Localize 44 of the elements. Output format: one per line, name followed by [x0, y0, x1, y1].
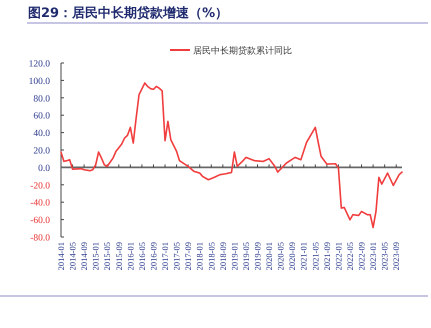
x-tick-label: 2019-01: [229, 242, 240, 270]
x-tick-label: 2015-05: [102, 242, 112, 270]
x-tick-label: 2021-01: [298, 242, 309, 270]
legend-label: 居民中长期贷款累计同比: [193, 46, 292, 56]
x-tick-label: 2014-05: [68, 242, 78, 270]
x-tick-label: 2023-05: [380, 242, 390, 270]
x-tick-label: 2016-01: [125, 242, 136, 270]
x-tick-label: 2015-09: [114, 242, 124, 270]
x-tick-label: 2022-05: [344, 242, 355, 270]
y-tick-label: 60.0: [33, 112, 50, 122]
x-tick-label: 2017-01: [160, 242, 170, 270]
x-tick-label: 2020-01: [264, 242, 274, 270]
y-tick-label: -40.0: [30, 198, 50, 209]
x-tick-label: 2020-09: [287, 242, 298, 270]
x-tick-label: 2021-09: [322, 242, 332, 270]
y-tick-label: 20.0: [33, 146, 50, 156]
y-tick-label: -80.0: [30, 234, 50, 244]
y-tick-label: 40.0: [33, 129, 50, 140]
x-tick-label: 2019-05: [240, 242, 251, 270]
y-tick-label: -20.0: [30, 181, 50, 192]
x-tick-label: 2018-05: [206, 242, 216, 270]
x-tick-label: 2017-05: [172, 242, 182, 270]
x-tick-label: 2023-09: [391, 242, 402, 270]
x-tick-label: 2016-09: [148, 242, 158, 270]
x-tick-label: 2020-05: [276, 242, 286, 270]
x-tick-label: 2014-01: [56, 242, 66, 270]
x-tick-label: 2018-09: [218, 242, 228, 270]
x-tick-label: 2022-01: [333, 242, 344, 270]
x-tick-label: 2016-05: [136, 242, 147, 270]
y-tick-label: -60.0: [30, 216, 50, 226]
x-tick-label: 2021-05: [310, 242, 320, 270]
line-series: [60, 82, 403, 228]
y-tick-label: 80.0: [33, 94, 50, 104]
y-tick-label: 0.0: [38, 164, 50, 174]
x-tick-label: 2023-01: [368, 242, 378, 270]
x-tick-label: 2019-09: [252, 242, 263, 270]
x-tick-label: 2015-01: [90, 242, 101, 270]
x-tick-label: 2022-09: [356, 242, 367, 270]
x-tick-label: 2018-01: [194, 242, 205, 270]
x-tick-label: 2017-09: [183, 242, 194, 270]
x-tick-label: 2014-09: [79, 242, 90, 270]
y-tick-label: 120.0: [28, 60, 50, 70]
y-tick-label: 100.0: [28, 76, 50, 87]
chart-title: 图29：居民中长期贷款增速（%）: [28, 5, 228, 21]
